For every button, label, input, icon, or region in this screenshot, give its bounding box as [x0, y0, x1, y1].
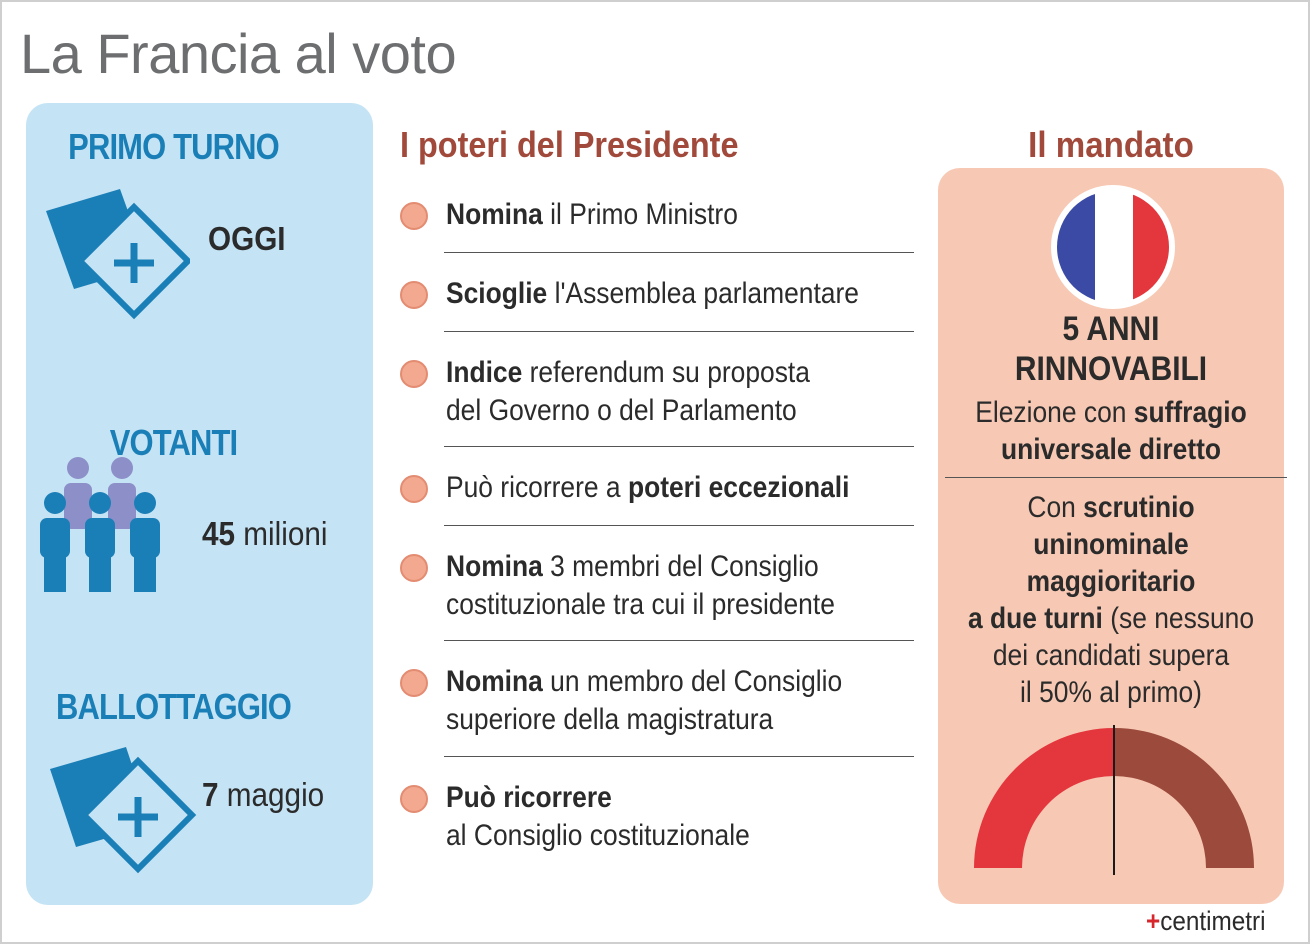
ballottaggio-date: 7 maggio: [202, 776, 325, 813]
power-text: Può ricorrere a poteri eccezionali: [446, 471, 850, 504]
gauge-left-half: [974, 728, 1114, 868]
power-text: Può ricorrere al Consiglio costituzionale: [446, 781, 750, 852]
bullet-icon: [400, 202, 428, 230]
page-title: La Francia al voto: [20, 22, 457, 85]
divider: [444, 756, 914, 757]
gauge-right-half: [1114, 728, 1254, 868]
power-text: Nomina 3 membri del Consiglio costituzion…: [446, 550, 835, 621]
brand-logo: +centimetri: [1146, 906, 1266, 936]
mandate-voting-system: Con scrutinio uninominale maggioritario …: [967, 491, 1255, 709]
divider: [444, 252, 914, 253]
voters-icon: [40, 457, 160, 592]
power-text: Scioglie l'Assemblea parlamentare: [446, 277, 859, 310]
bullet-icon: [400, 785, 428, 813]
votanti-heading: VOTANTI: [109, 422, 238, 463]
bullet-icon: [400, 554, 428, 582]
ballot-icon-2: [50, 747, 197, 874]
powers-title: I poteri del Presidente: [400, 124, 739, 165]
mandate-years: 5 ANNI: [1062, 310, 1160, 348]
mandate-election: Elezione con suffragio universale diretto: [975, 396, 1247, 466]
bullet-icon: [400, 281, 428, 309]
majority-gauge: [974, 725, 1254, 875]
power-text: Nomina un membro del Consiglio superiore …: [446, 665, 843, 736]
ballot-front-icon: [79, 756, 197, 874]
primo-turno-date: OGGI: [208, 220, 286, 257]
french-flag-icon: [1051, 185, 1175, 309]
power-text: Indice referendum su proposta del Governo…: [446, 356, 810, 427]
voters-back-row-icon: [64, 457, 136, 529]
ballottaggio-heading: BALLOTTAGGIO: [55, 686, 292, 727]
ballot-front-icon: [75, 202, 190, 320]
mandate-title: Il mandato: [1028, 124, 1194, 165]
divider: [444, 640, 914, 641]
votanti-count: 45 milioni: [202, 515, 328, 552]
divider: [945, 477, 1287, 478]
voters-front-row-icon: [40, 492, 160, 592]
divider: [444, 331, 914, 332]
ballot-icon: [46, 189, 190, 320]
primo-turno-heading: PRIMO TURNO: [68, 126, 280, 167]
power-text: Nomina il Primo Ministro: [446, 198, 738, 231]
bullet-icon: [400, 360, 428, 388]
mandate-renewable: RINNOVABILI: [1014, 350, 1208, 388]
bullet-icon: [400, 669, 428, 697]
divider: [444, 446, 914, 447]
divider: [444, 525, 914, 526]
bullet-icon: [400, 475, 428, 503]
